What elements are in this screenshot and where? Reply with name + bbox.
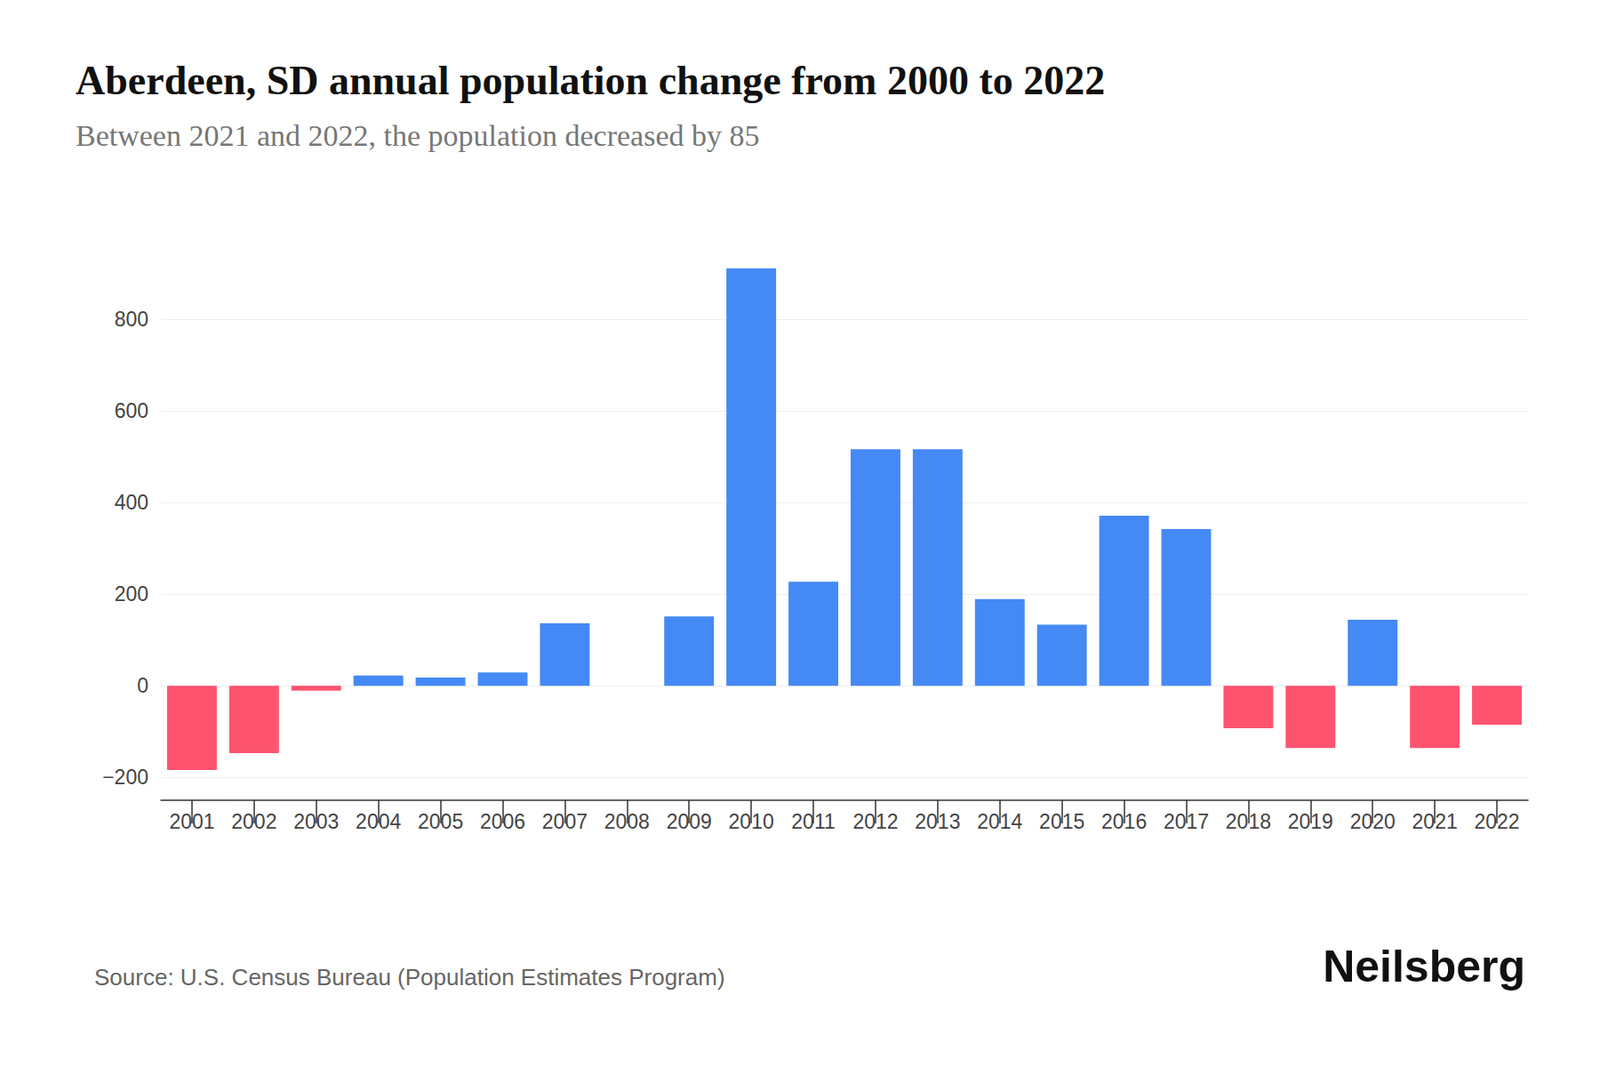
svg-text:Between 2021 and 2022, the pop: Between 2021 and 2022, the population de… [75,119,760,152]
svg-text:2011: 2011 [791,809,835,833]
svg-text:600: 600 [114,399,149,423]
svg-text:2010: 2010 [728,809,775,833]
svg-text:2016: 2016 [1101,809,1147,833]
svg-text:2007: 2007 [542,809,588,833]
svg-text:2014: 2014 [976,809,1023,833]
svg-text:2002: 2002 [231,809,277,833]
svg-text:2013: 2013 [914,809,960,833]
svg-text:2004: 2004 [355,809,401,833]
svg-text:2020: 2020 [1350,809,1396,833]
svg-text:2009: 2009 [666,809,712,833]
svg-text:2006: 2006 [480,809,526,833]
svg-text:2012: 2012 [852,809,898,833]
svg-text:2015: 2015 [1039,809,1085,833]
svg-text:−200: −200 [102,765,149,789]
svg-text:2018: 2018 [1225,809,1272,833]
svg-text:2003: 2003 [293,809,339,833]
svg-text:2022: 2022 [1473,809,1520,833]
svg-text:2017: 2017 [1163,809,1209,833]
svg-text:2005: 2005 [417,809,464,833]
svg-text:2008: 2008 [604,809,650,833]
svg-text:200: 200 [114,582,149,606]
svg-text:2021: 2021 [1412,809,1458,833]
svg-text:0: 0 [136,673,149,697]
svg-text:400: 400 [114,490,149,514]
svg-text:2001: 2001 [168,809,215,833]
svg-text:2019: 2019 [1288,809,1334,833]
svg-text:Source: U.S. Census Bureau (Po: Source: U.S. Census Bureau (Population E… [94,963,726,991]
svg-text:Neilsberg: Neilsberg [1322,941,1526,992]
svg-text:Aberdeen, SD annual population: Aberdeen, SD annual population change fr… [75,57,1105,104]
svg-text:800: 800 [114,307,149,331]
